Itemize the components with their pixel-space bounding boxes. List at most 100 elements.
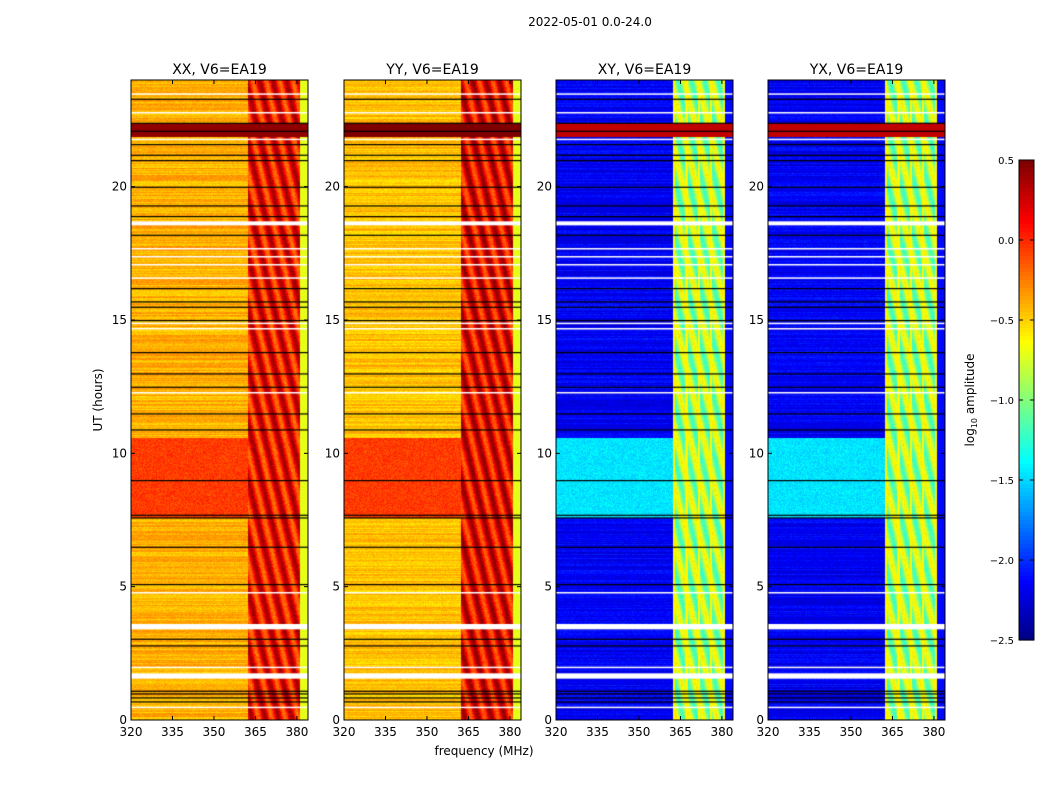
colorbar-segment bbox=[1019, 196, 1034, 201]
colorbar-tick-label: 0.5 bbox=[998, 156, 1014, 167]
colorbar-segment bbox=[1019, 168, 1034, 173]
colorbar-segment bbox=[1019, 388, 1034, 393]
colorbar-segment bbox=[1019, 412, 1034, 417]
colorbar-segment bbox=[1019, 352, 1034, 357]
colorbar-segment bbox=[1019, 632, 1034, 637]
y-tick-label: 0 bbox=[119, 713, 127, 727]
colorbar-segment bbox=[1019, 200, 1034, 205]
colorbar-segment bbox=[1019, 556, 1034, 561]
x-axis-label: frequency (MHz) bbox=[434, 744, 533, 758]
colorbar-segment bbox=[1019, 204, 1034, 209]
colorbar-segment bbox=[1019, 468, 1034, 473]
x-tick-label: 320 bbox=[120, 725, 143, 739]
y-tick-label: 10 bbox=[325, 446, 340, 460]
colorbar-segment bbox=[1019, 336, 1034, 341]
colorbar-segment bbox=[1019, 316, 1034, 321]
colorbar-segment bbox=[1019, 552, 1034, 557]
colorbar-segment bbox=[1019, 320, 1034, 325]
colorbar-segment bbox=[1019, 276, 1034, 281]
colorbar-segment bbox=[1019, 332, 1034, 337]
y-tick-label: 15 bbox=[537, 313, 552, 327]
colorbar-segment bbox=[1019, 548, 1034, 553]
heatmap-image bbox=[344, 80, 521, 720]
x-tick-label: 335 bbox=[798, 725, 821, 739]
suptitle: 2022-05-01 0.0-24.0 bbox=[528, 15, 652, 29]
colorbar-segment bbox=[1019, 584, 1034, 589]
colorbar-segment bbox=[1019, 576, 1034, 581]
x-tick-label: 380 bbox=[285, 725, 308, 739]
colorbar-tick-label: −2.5 bbox=[990, 636, 1014, 647]
colorbar-segment bbox=[1019, 224, 1034, 229]
colorbar-segment bbox=[1019, 240, 1034, 245]
colorbar-segment bbox=[1019, 596, 1034, 601]
colorbar-segment bbox=[1019, 216, 1034, 221]
y-tick-label: 20 bbox=[749, 180, 764, 194]
y-tick-label: 0 bbox=[332, 713, 340, 727]
colorbar-tick-label: −1.5 bbox=[990, 476, 1014, 487]
colorbar-segment bbox=[1019, 208, 1034, 213]
colorbar-segment bbox=[1019, 568, 1034, 573]
x-tick-label: 350 bbox=[628, 725, 651, 739]
colorbar-segment bbox=[1019, 348, 1034, 353]
colorbar-segment bbox=[1019, 404, 1034, 409]
heatmap-image bbox=[131, 80, 308, 720]
colorbar-segment bbox=[1019, 508, 1034, 513]
colorbar-segment bbox=[1019, 620, 1034, 625]
colorbar-segment bbox=[1019, 236, 1034, 241]
colorbar-segment bbox=[1019, 328, 1034, 333]
colorbar-segment bbox=[1019, 460, 1034, 465]
colorbar-segment bbox=[1019, 368, 1034, 373]
colorbar-segment bbox=[1019, 580, 1034, 585]
panel-title: YX, V6=EA19 bbox=[809, 62, 904, 78]
colorbar-segment bbox=[1019, 484, 1034, 489]
y-tick-label: 10 bbox=[749, 446, 764, 460]
colorbar-segment bbox=[1019, 256, 1034, 261]
colorbar-segment bbox=[1019, 424, 1034, 429]
panel-title: YY, V6=EA19 bbox=[385, 62, 478, 78]
colorbar-segment bbox=[1019, 480, 1034, 485]
colorbar-segment bbox=[1019, 496, 1034, 501]
colorbar-segment bbox=[1019, 300, 1034, 305]
colorbar-segment bbox=[1019, 476, 1034, 481]
x-tick-label: 335 bbox=[161, 725, 184, 739]
colorbar-segment bbox=[1019, 376, 1034, 381]
axes-frame bbox=[343, 79, 522, 721]
colorbar-segment bbox=[1019, 592, 1034, 597]
colorbar-segment bbox=[1019, 524, 1034, 529]
colorbar-segment bbox=[1019, 560, 1034, 565]
colorbar-segment bbox=[1019, 360, 1034, 365]
colorbar-segment bbox=[1019, 464, 1034, 469]
colorbar-segment bbox=[1019, 284, 1034, 289]
y-tick-label: 20 bbox=[325, 180, 340, 194]
colorbar-segment bbox=[1019, 520, 1034, 525]
colorbar-segment bbox=[1019, 252, 1034, 257]
colorbar-segment bbox=[1019, 400, 1034, 405]
colorbar-segment bbox=[1019, 192, 1034, 197]
colorbar-segment bbox=[1019, 452, 1034, 457]
colorbar-segment bbox=[1019, 536, 1034, 541]
colorbar-segment bbox=[1019, 572, 1034, 577]
colorbar-tick-label: −1.0 bbox=[990, 396, 1014, 407]
colorbar-segment bbox=[1019, 212, 1034, 217]
colorbar-segment bbox=[1019, 176, 1034, 181]
x-tick-label: 335 bbox=[586, 725, 609, 739]
colorbar-segment bbox=[1019, 500, 1034, 505]
colorbar-segment bbox=[1019, 380, 1034, 385]
y-axis-label: UT (hours) bbox=[91, 368, 105, 431]
panel-title: XY, V6=EA19 bbox=[598, 62, 692, 78]
y-tick-label: 20 bbox=[112, 180, 127, 194]
colorbar-segment bbox=[1019, 296, 1034, 301]
colorbar-segment bbox=[1019, 232, 1034, 237]
y-tick-label: 20 bbox=[537, 180, 552, 194]
colorbar-segment bbox=[1019, 636, 1034, 641]
colorbar-segment bbox=[1019, 288, 1034, 293]
x-tick-label: 365 bbox=[244, 725, 267, 739]
colorbar-segment bbox=[1019, 604, 1034, 609]
colorbar-segment bbox=[1019, 440, 1034, 445]
colorbar-segment bbox=[1019, 244, 1034, 249]
colorbar-segment bbox=[1019, 436, 1034, 441]
colorbar-segment bbox=[1019, 504, 1034, 509]
colorbar-tick-label: −2.0 bbox=[990, 556, 1014, 567]
colorbar-segment bbox=[1019, 364, 1034, 369]
colorbar-segment bbox=[1019, 416, 1034, 421]
